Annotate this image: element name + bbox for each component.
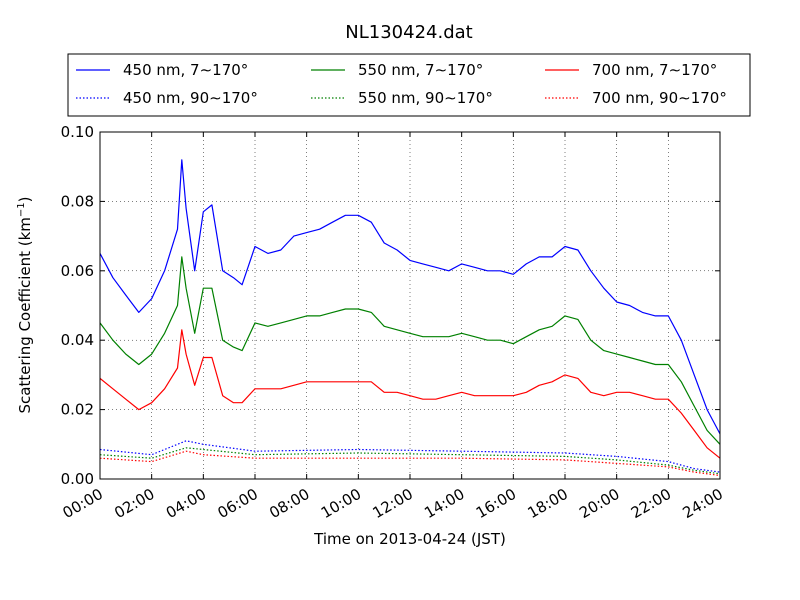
- y-tick-label: 0.08: [61, 192, 94, 210]
- x-axis-label: Time on 2013-04-24 (JST): [313, 530, 506, 548]
- x-tick-label: 20:00: [576, 485, 622, 522]
- x-tick-label: 06:00: [215, 485, 261, 522]
- series-line-1: [99, 159, 721, 435]
- legend-label-4: 450 nm, 90∼170°: [123, 89, 258, 107]
- y-tick-label: 0.00: [61, 470, 94, 488]
- x-tick-label: 16:00: [473, 485, 519, 522]
- legend-label-3: 700 nm, 7∼170°: [592, 61, 717, 79]
- y-axis-label: Scattering Coefficient (km−1): [16, 196, 34, 413]
- x-tick-label: 00:00: [60, 485, 106, 522]
- x-tick-label: 08:00: [266, 485, 312, 522]
- series-line-2: [99, 256, 721, 445]
- legend-label-5: 550 nm, 90∼170°: [358, 89, 493, 107]
- series-line-6: [99, 450, 721, 477]
- y-tick-label: 0.02: [61, 401, 94, 419]
- legend: 450 nm, 7∼170° 550 nm, 7∼170° 700 nm, 7∼17…: [67, 53, 751, 117]
- y-axis-label-sup: −1: [16, 202, 27, 217]
- y-tick-label: 0.10: [61, 123, 94, 141]
- legend-label-2: 550 nm, 7∼170°: [358, 61, 483, 79]
- x-tick-label: 04:00: [163, 485, 209, 522]
- plot-area: 00:00 02:00 04:00 06:00 08:00 10:00 12:00 14:00…: [60, 123, 726, 522]
- x-tick-label: 10:00: [318, 485, 364, 522]
- legend-label-6: 700 nm, 90∼170°: [592, 89, 727, 107]
- legend-box: [67, 53, 751, 117]
- x-tick-label: 24:00: [680, 485, 726, 522]
- x-tick-label: 12:00: [370, 485, 416, 522]
- x-tick-label: 02:00: [111, 485, 157, 522]
- series-line-5: [99, 447, 721, 475]
- y-axis-label-main: Scattering Coefficient (km: [16, 217, 34, 413]
- x-tick-label: 22:00: [628, 485, 674, 522]
- y-tick-label: 0.06: [61, 262, 94, 280]
- y-tick-label: 0.04: [61, 331, 94, 349]
- y-axis-label-close: ): [16, 196, 34, 202]
- x-tick-label: 14:00: [421, 485, 467, 522]
- chart-title: NL130424.dat: [345, 22, 472, 43]
- x-tick-label: 18:00: [525, 485, 571, 522]
- series-line-3: [99, 329, 721, 459]
- legend-label-1: 450 nm, 7∼170°: [123, 61, 248, 79]
